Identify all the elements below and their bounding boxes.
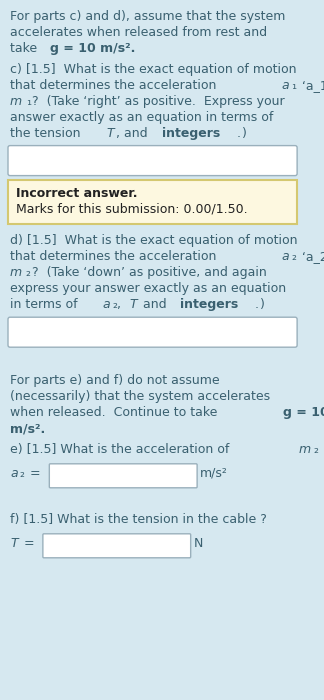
Text: m: m xyxy=(10,94,22,108)
Text: accelerates when released from rest and: accelerates when released from rest and xyxy=(10,26,267,39)
FancyBboxPatch shape xyxy=(8,180,297,223)
Text: For parts e) and f) do not assume: For parts e) and f) do not assume xyxy=(10,374,220,387)
Text: answer exactly as an equation in terms of: answer exactly as an equation in terms o… xyxy=(10,111,277,124)
Text: ₂: ₂ xyxy=(291,251,296,263)
Text: ₂: ₂ xyxy=(20,467,25,480)
Text: a: a xyxy=(282,79,289,92)
Text: c) [1.5]  What is the exact equation of motion: c) [1.5] What is the exact equation of m… xyxy=(10,63,296,76)
Text: ₁: ₁ xyxy=(26,94,31,108)
Text: Incorrect answer.: Incorrect answer. xyxy=(16,187,137,199)
Text: that determines the acceleration: that determines the acceleration xyxy=(10,251,220,263)
Text: Marks for this submission: 0.00/1.50.: Marks for this submission: 0.00/1.50. xyxy=(16,202,248,216)
Text: integers: integers xyxy=(180,298,238,312)
Text: ₂,: ₂, xyxy=(112,298,121,312)
Text: a: a xyxy=(10,467,17,480)
Text: take: take xyxy=(10,42,41,55)
FancyBboxPatch shape xyxy=(49,464,197,488)
Text: e) [1.5] What is the acceleration of: e) [1.5] What is the acceleration of xyxy=(10,443,233,456)
Text: in terms of: in terms of xyxy=(10,298,82,312)
Text: ₂: ₂ xyxy=(26,267,31,279)
Text: d) [1.5]  What is the exact equation of motion: d) [1.5] What is the exact equation of m… xyxy=(10,234,297,247)
Text: ₂: ₂ xyxy=(314,443,319,456)
Text: and: and xyxy=(139,298,170,312)
Text: integers: integers xyxy=(162,127,220,140)
Text: T: T xyxy=(106,127,114,140)
Text: , and: , and xyxy=(116,127,152,140)
Text: express your answer exactly as an equation: express your answer exactly as an equati… xyxy=(10,282,286,295)
Text: =: = xyxy=(20,537,39,550)
Text: when released.  Continue to take: when released. Continue to take xyxy=(10,406,221,419)
Text: a: a xyxy=(282,251,289,263)
Text: a: a xyxy=(102,298,110,312)
Text: that determines the acceleration: that determines the acceleration xyxy=(10,79,220,92)
FancyBboxPatch shape xyxy=(8,146,297,176)
Text: m: m xyxy=(298,443,310,456)
Text: g = 10: g = 10 xyxy=(283,406,324,419)
FancyBboxPatch shape xyxy=(43,534,191,558)
Text: ): ) xyxy=(242,127,247,140)
Text: m/s².: m/s². xyxy=(10,422,45,435)
Text: .: . xyxy=(255,298,259,312)
Text: T: T xyxy=(10,537,17,550)
Text: .: . xyxy=(237,127,241,140)
Text: ?: ? xyxy=(320,443,324,456)
Text: ): ) xyxy=(260,298,265,312)
Text: For parts c) and d), assume that the system: For parts c) and d), assume that the sys… xyxy=(10,10,285,23)
Text: f) [1.5] What is the tension in the cable ?: f) [1.5] What is the tension in the cabl… xyxy=(10,513,267,526)
Text: ?  (Take ‘down’ as positive, and again: ? (Take ‘down’ as positive, and again xyxy=(32,267,267,279)
Text: T: T xyxy=(129,298,137,312)
Text: (necessarily) that the system accelerates: (necessarily) that the system accelerate… xyxy=(10,390,270,403)
Text: ₁: ₁ xyxy=(291,79,296,92)
Text: ‘a_1’ of: ‘a_1’ of xyxy=(298,79,324,92)
FancyBboxPatch shape xyxy=(8,317,297,347)
Text: the tension: the tension xyxy=(10,127,85,140)
Text: g = 10 m/s².: g = 10 m/s². xyxy=(50,42,135,55)
Text: m/s²: m/s² xyxy=(200,467,228,480)
Text: m: m xyxy=(10,267,22,279)
Text: =: = xyxy=(26,467,45,480)
Text: N: N xyxy=(194,537,203,550)
Text: ‘a_2’ of: ‘a_2’ of xyxy=(298,251,324,263)
Text: ?  (Take ‘right’ as positive.  Express your: ? (Take ‘right’ as positive. Express you… xyxy=(32,94,285,108)
